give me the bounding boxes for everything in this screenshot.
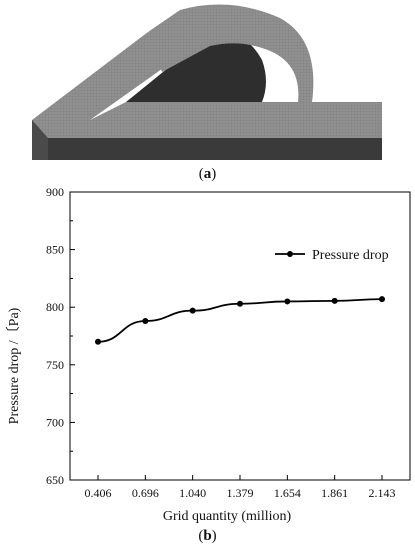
y-axis-ticks: 650 700 750 800 850 900 [46, 185, 75, 487]
front-face [32, 138, 382, 160]
data-point [379, 296, 385, 303]
data-point [95, 338, 101, 345]
y-axis-title: Pressure drop /〔Pa) [6, 307, 22, 424]
pressure-drop-chart: 650 700 750 800 850 900 0.406 0.696 1.040 1.379 1… [6, 185, 411, 524]
x-axis-ticks: 0.406 0.696 1.040 1.379 1.654 1.861 2.143 [85, 475, 396, 500]
x-axis-title: Grid quantity (million) [163, 509, 292, 524]
left-front-face [32, 120, 48, 160]
x-tick-label: 1.040 [179, 486, 206, 500]
plot-axes [69, 191, 411, 481]
x-tick-label: 1.654 [274, 486, 301, 500]
plot-frame [69, 191, 411, 481]
inlet-top-surface [32, 32, 166, 120]
outlet-top-surface [32, 102, 382, 138]
mesh-geometry-figure [32, 4, 382, 160]
legend-label: Pressure drop [312, 248, 389, 263]
data-point [142, 318, 149, 325]
x-tick-label: 2.143 [369, 486, 396, 500]
y-tick-label: 850 [46, 243, 64, 257]
x-tick-label: 1.861 [321, 486, 348, 500]
x-tick-label: 0.696 [132, 486, 159, 500]
data-point [189, 307, 196, 314]
y-tick-label: 800 [46, 300, 64, 314]
figure-b-label: (b) [198, 528, 217, 544]
bend-top-surface [148, 4, 314, 102]
y-tick-label: 900 [46, 185, 64, 199]
legend: Pressure drop [275, 248, 389, 263]
data-point [284, 298, 291, 305]
bend-inner-wall [126, 34, 266, 102]
data-point [237, 300, 243, 307]
data-point [331, 297, 338, 304]
y-tick-label: 750 [46, 358, 64, 372]
legend-marker-swatch [287, 251, 293, 257]
y-tick-label: 700 [46, 415, 64, 429]
x-tick-label: 1.379 [227, 486, 254, 500]
figure-a-label: (a) [198, 166, 217, 182]
y-tick-label: 650 [46, 473, 64, 487]
series-group [95, 296, 385, 345]
x-tick-label: 0.406 [85, 486, 112, 500]
